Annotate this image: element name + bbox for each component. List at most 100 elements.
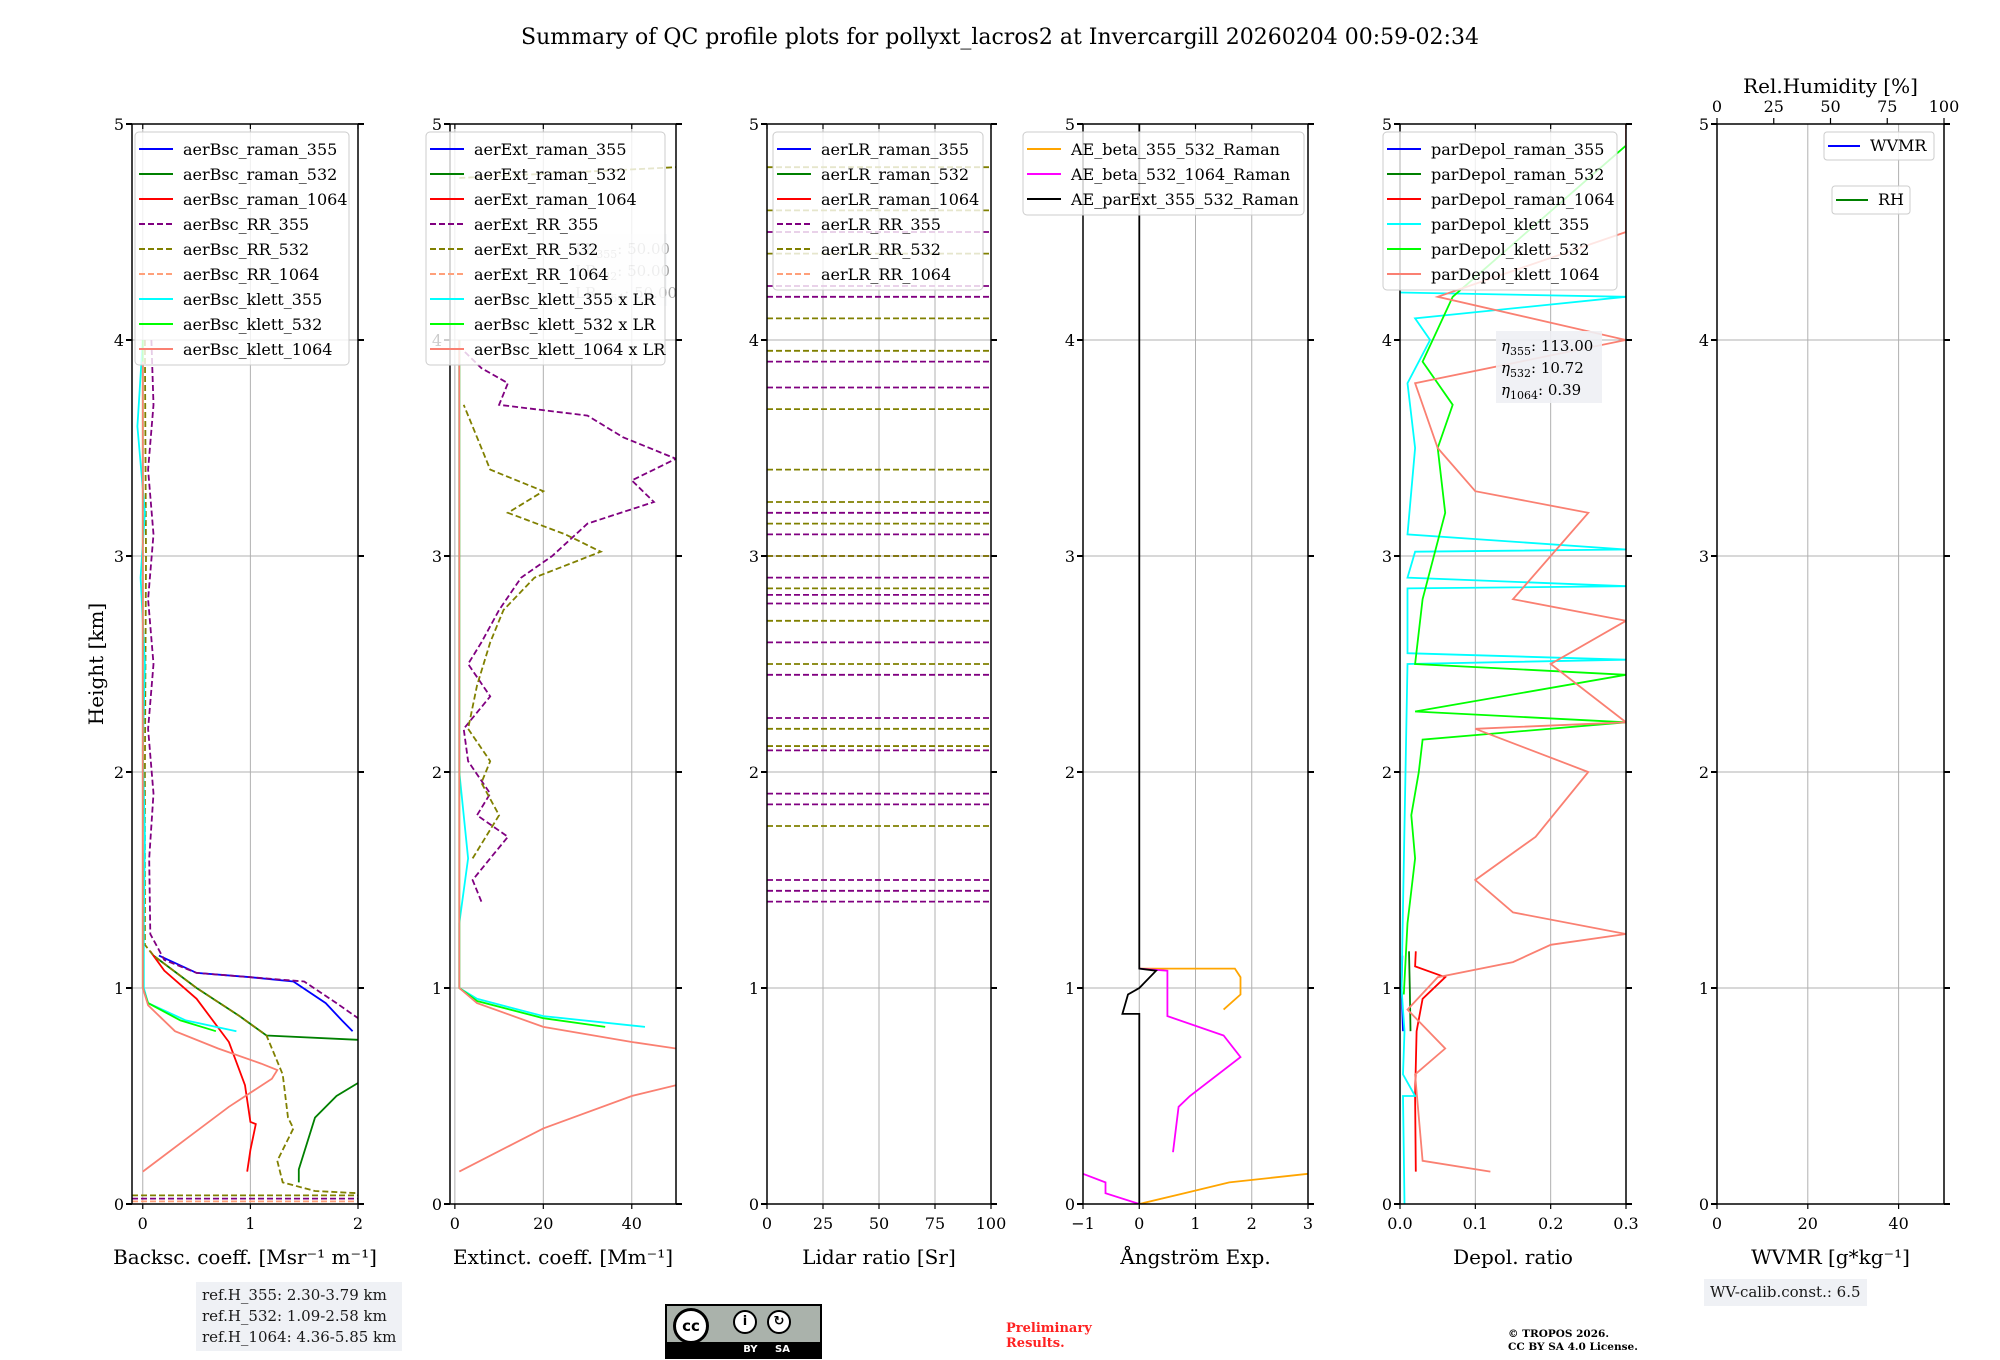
y-tick-label: 2	[1065, 763, 1075, 782]
copyright-line-2: CC BY SA 4.0 License.	[1508, 1341, 1638, 1353]
top-x-tick-label: 75	[1877, 97, 1897, 116]
legend: AE_beta_355_532_Raman AE_beta_532_1064_Ra…	[1022, 131, 1305, 216]
series-line-aerbsc-klett-1064-x-lr	[458, 340, 676, 1173]
x-tick-label: 2	[353, 1214, 363, 1233]
x-axis-label: WVMR [g*kg⁻¹]	[1751, 1245, 1910, 1269]
x-tick-label: 2	[1247, 1214, 1257, 1233]
legend-label: aerExt_raman_532	[474, 165, 627, 184]
x-tick-label: 50	[869, 1214, 889, 1233]
legend-label: aerExt_raman_1064	[474, 190, 637, 209]
series-line-pardepol-klett-1064	[1406, 124, 1626, 1173]
y-tick-label: 5	[1382, 115, 1392, 134]
cc-icon: cc	[673, 1308, 709, 1344]
x-tick-label: 100	[976, 1214, 1007, 1233]
series-line-aerext-rr-355	[462, 350, 676, 902]
legend-label: aerLR_RR_532	[821, 240, 941, 259]
legend-label: WVMR	[1870, 136, 1927, 155]
x-axis-label: Extinct. coeff. [Mm⁻¹]	[453, 1245, 673, 1269]
y-tick-label: 1	[749, 979, 759, 998]
x-tick-label: 0.2	[1538, 1214, 1563, 1233]
legend: aerExt_raman_355 aerExt_raman_532 aerExt_r…	[425, 131, 666, 366]
legend-label: aerBsc_klett_532	[183, 315, 322, 334]
legend-label: aerBsc_raman_355	[183, 140, 337, 159]
value: : 113.00	[1531, 337, 1593, 355]
annotation-box	[1496, 331, 1602, 403]
wv-calibration-box: WV-calib.const.: 6.5	[1704, 1279, 1867, 1306]
legend-label: aerLR_RR_355	[821, 215, 941, 234]
series-line-aerbsc-klett-1064	[141, 361, 279, 1173]
legend-label: aerExt_raman_355	[474, 140, 627, 159]
legend-label: parDepol_klett_532	[1431, 240, 1589, 259]
legend: aerBsc_raman_355 aerBsc_raman_532 aerBsc_r…	[134, 131, 350, 366]
x-tick-label: 0	[138, 1214, 148, 1233]
y-tick-label: 3	[114, 547, 124, 566]
series-line-aerbsc-raman-355	[158, 954, 354, 1032]
subscript: 1064	[1510, 389, 1538, 402]
legend-label: AE_beta_532_1064_Raman	[1070, 165, 1290, 184]
legend-label: parDepol_raman_532	[1431, 165, 1604, 184]
legend-label: aerLR_raman_355	[821, 140, 969, 159]
legend-label: parDepol_klett_355	[1431, 215, 1589, 234]
preliminary-line-2: Results.	[1006, 1336, 1065, 1351]
y-tick-label: 5	[1699, 115, 1709, 134]
wv-calib-const: WV-calib.const.: 6.5	[1710, 1283, 1861, 1301]
legend-label: parDepol_raman_1064	[1431, 190, 1615, 209]
license-labels: BY SA	[667, 1342, 820, 1357]
legend-label: aerBsc_RR_1064	[183, 265, 319, 284]
y-tick-label: 0	[1699, 1195, 1709, 1214]
panel-2: 02040012345Extinct. coeff. [Mm⁻¹]LR355: …	[425, 115, 682, 1269]
top-x-tick-label: 100	[1929, 97, 1960, 116]
legend-box	[425, 131, 666, 366]
y-tick-label: 1	[1699, 979, 1709, 998]
axes-frame	[1082, 123, 1309, 1205]
legend-label: parDepol_raman_355	[1431, 140, 1604, 159]
legend-label: aerBsc_RR_355	[183, 215, 309, 234]
y-tick-label: 2	[1699, 763, 1709, 782]
preliminary-line-1: Preliminary	[1006, 1321, 1092, 1336]
axes-frame	[766, 123, 992, 1205]
y-axis-label: Height [km]	[84, 603, 108, 725]
x-tick-label: 0.1	[1463, 1214, 1488, 1233]
y-tick-label: 0	[432, 1195, 442, 1214]
y-tick-label: 1	[432, 979, 442, 998]
legend-label: aerBsc_raman_532	[183, 165, 337, 184]
copyright-note: © TROPOS 2026. CC BY SA 4.0 License.	[1508, 1328, 1638, 1354]
legend-label: aerLR_raman_1064	[821, 190, 979, 209]
annotation-line: η355: 113.00	[1501, 337, 1593, 358]
x-tick-label: 0	[1134, 1214, 1144, 1233]
series-line-pardepol-klett-355	[1400, 291, 1626, 1204]
sa-label: SA	[775, 1344, 790, 1355]
x-axis-label: Backsc. coeff. [Msr⁻¹ m⁻¹]	[113, 1245, 377, 1269]
x-tick-label: 0.3	[1613, 1214, 1638, 1233]
x-tick-label: 40	[622, 1214, 642, 1233]
legend-label: aerBsc_klett_1064	[183, 340, 332, 359]
symbol: η	[1501, 381, 1510, 399]
y-tick-label: 3	[749, 547, 759, 566]
x-tick-label: 20	[1798, 1214, 1818, 1233]
axes-frame	[131, 123, 359, 1205]
annotation-line: η532: 10.72	[1501, 359, 1584, 380]
legend-label: AE_beta_355_532_Raman	[1070, 140, 1280, 159]
preliminary-results-note: Preliminary Results.	[1006, 1321, 1092, 1351]
axes-frame	[1399, 123, 1627, 1205]
axes-frame	[449, 123, 677, 1205]
series-line-aerbsc-klett-532	[141, 340, 217, 1033]
y-tick-label: 5	[749, 115, 759, 134]
y-tick-label: 2	[1382, 763, 1392, 782]
y-tick-label: 0	[114, 1195, 124, 1214]
legend-label: aerExt_RR_532	[474, 240, 598, 259]
legend-box	[1382, 131, 1618, 291]
y-tick-label: 5	[114, 115, 124, 134]
legend-label: aerLR_raman_532	[821, 165, 969, 184]
y-tick-label: 3	[432, 547, 442, 566]
series-group	[132, 339, 358, 1203]
x-axis-label: Ångström Exp.	[1119, 1244, 1270, 1269]
series-line-pardepol-klett-532	[1402, 144, 1626, 995]
legend-label: aerExt_RR_1064	[474, 265, 609, 284]
top-x-tick-label: 0	[1712, 97, 1722, 116]
subscript: 355	[1510, 345, 1531, 358]
y-tick-label: 0	[1382, 1195, 1392, 1214]
